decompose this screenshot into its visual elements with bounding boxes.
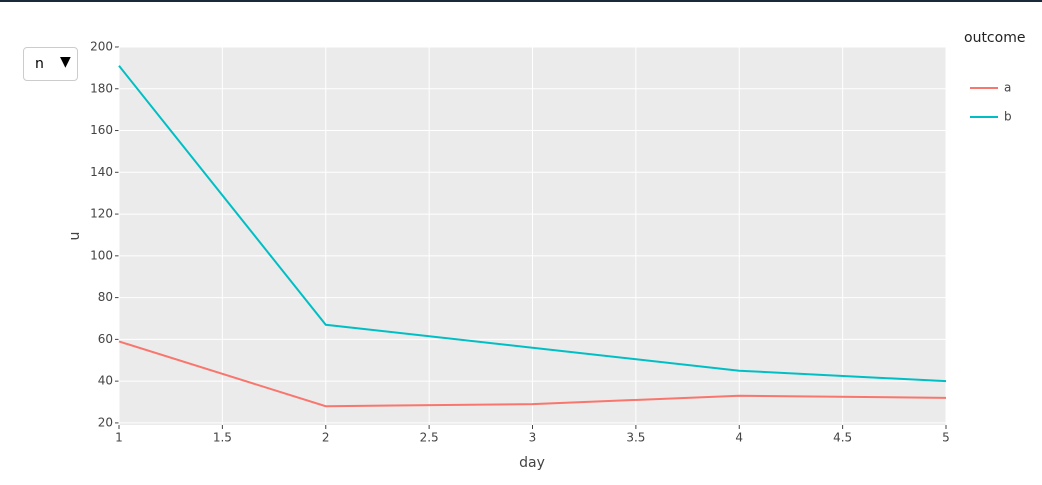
- y-tick-label: 40: [98, 374, 113, 388]
- x-tick-label: 4.5: [833, 431, 852, 445]
- y-tick-label: 120: [90, 207, 113, 221]
- dropdown-arrow: ▼: [60, 54, 71, 70]
- y-axis-title: n: [67, 232, 83, 241]
- x-tick-label: 4: [735, 431, 743, 445]
- x-tick-label: 2: [322, 431, 330, 445]
- x-tick-label: 5: [942, 431, 950, 445]
- series-line: [118, 340, 947, 408]
- legend-label: b: [1004, 110, 1012, 124]
- y-tick-label: 60: [98, 332, 113, 346]
- y-tick-label: 80: [98, 290, 113, 304]
- x-tick-label: 2.5: [420, 431, 439, 445]
- x-tick-label: 3: [529, 431, 537, 445]
- legend-title: outcome: [964, 30, 1025, 46]
- y-tick-label: 20: [98, 415, 113, 429]
- top-bar: [0, 0, 1042, 2]
- dropdown[interactable]: n ▼: [23, 47, 78, 81]
- y-tick-label: 140: [90, 165, 113, 179]
- legend-label: a: [1004, 81, 1011, 95]
- x-tick-label: 1: [115, 431, 123, 445]
- y-tick-label: 200: [90, 40, 113, 54]
- y-tick-label: 160: [90, 123, 113, 137]
- x-tick-label: 1.5: [213, 431, 232, 445]
- x-axis-title: day: [519, 455, 545, 471]
- y-tick-label: 180: [90, 81, 113, 95]
- y-tick-label: 100: [90, 248, 113, 262]
- series-line: [118, 65, 947, 383]
- dropdown-value: n: [35, 56, 44, 72]
- x-tick-label: 3.5: [626, 431, 645, 445]
